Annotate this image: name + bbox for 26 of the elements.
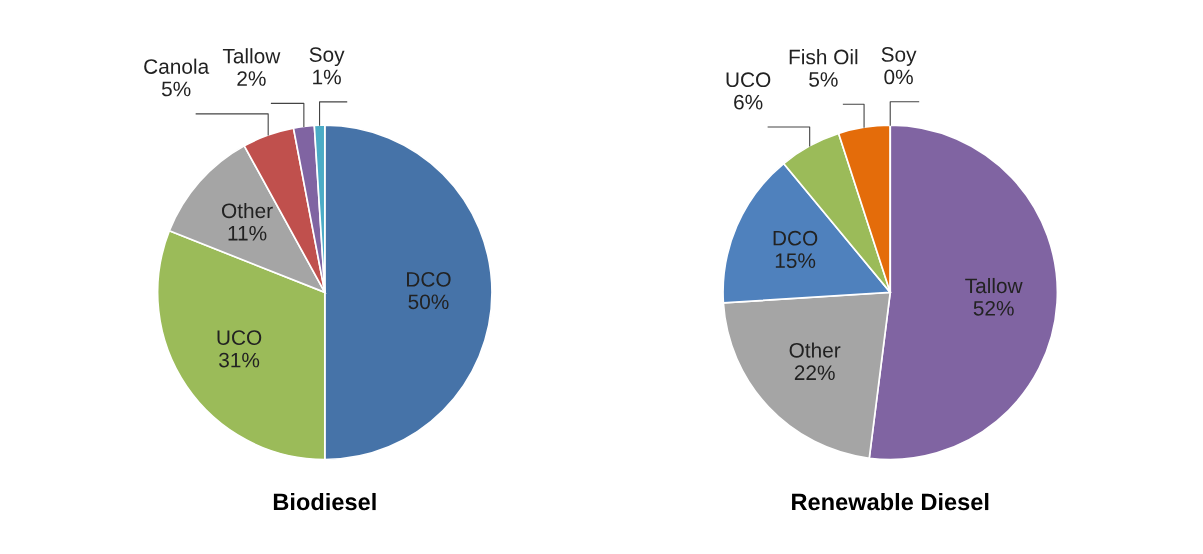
data-label: 31%: [219, 352, 260, 368]
data-label: 15%: [775, 253, 816, 269]
data-label: 11%: [228, 225, 267, 241]
slice-label: DCO: [407, 271, 451, 287]
data-label: 22%: [794, 365, 835, 381]
data-label: 5%: [161, 81, 191, 97]
data-label: 52%: [973, 300, 1014, 316]
category-label: Soy: [881, 47, 917, 66]
slice-label: UCO: [726, 72, 771, 88]
data-label: 1%: [313, 69, 341, 85]
data-label: 2%: [237, 71, 266, 86]
slice-label: Other: [222, 202, 273, 219]
slice-label: Canola: [144, 58, 210, 74]
data-label: 50%: [408, 294, 449, 310]
data-label: 5%: [809, 72, 838, 87]
slice-label: UCO: [217, 330, 262, 345]
slice-label: DCO: [773, 230, 818, 246]
text: 0%: [884, 69, 913, 85]
data-label: 6%: [734, 94, 763, 110]
slice-label: Other: [789, 342, 841, 358]
slice-label: Fish Oil: [789, 49, 858, 65]
slice-label: Tallow: [222, 48, 281, 64]
slice-label: Soy: [309, 47, 345, 67]
text: Renewable Diesel: [792, 492, 989, 511]
slice-label: Tallow: [965, 277, 1023, 294]
text: Biodiesel: [273, 492, 376, 511]
